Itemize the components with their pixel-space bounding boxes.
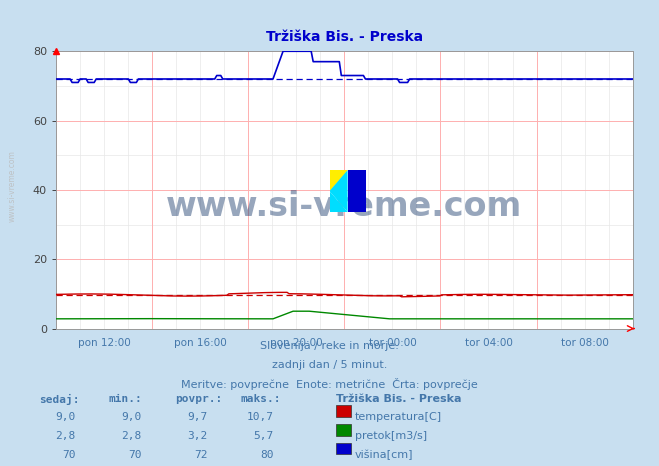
Text: 9,0: 9,0: [121, 412, 142, 422]
Text: 5,7: 5,7: [253, 431, 273, 441]
Text: www.si-vreme.com: www.si-vreme.com: [166, 190, 523, 223]
Text: 2,8: 2,8: [121, 431, 142, 441]
Text: Meritve: povprečne  Enote: metrične  Črta: povprečje: Meritve: povprečne Enote: metrične Črta:…: [181, 378, 478, 391]
Polygon shape: [330, 191, 348, 212]
Text: 80: 80: [260, 450, 273, 459]
Text: www.si-vreme.com: www.si-vreme.com: [8, 151, 17, 222]
Text: pon 12:00: pon 12:00: [78, 338, 130, 348]
Text: povpr.:: povpr.:: [175, 394, 222, 404]
Polygon shape: [348, 170, 366, 212]
Text: tor 00:00: tor 00:00: [368, 338, 416, 348]
Text: tor 08:00: tor 08:00: [561, 338, 608, 348]
Text: maks.:: maks.:: [241, 394, 281, 404]
Text: min.:: min.:: [109, 394, 142, 404]
Text: temperatura[C]: temperatura[C]: [355, 412, 442, 422]
Text: Tržiška Bis. - Preska: Tržiška Bis. - Preska: [266, 30, 423, 44]
Text: Slovenija / reke in morje.: Slovenija / reke in morje.: [260, 341, 399, 351]
Polygon shape: [330, 170, 348, 212]
Text: Tržiška Bis. - Preska: Tržiška Bis. - Preska: [336, 394, 461, 404]
Text: 9,0: 9,0: [55, 412, 76, 422]
Text: 72: 72: [194, 450, 208, 459]
Text: sedaj:: sedaj:: [40, 394, 80, 405]
Text: 70: 70: [63, 450, 76, 459]
Text: 9,7: 9,7: [187, 412, 208, 422]
Text: zadnji dan / 5 minut.: zadnji dan / 5 minut.: [272, 360, 387, 370]
Text: pretok[m3/s]: pretok[m3/s]: [355, 431, 426, 441]
Text: 70: 70: [129, 450, 142, 459]
Text: 3,2: 3,2: [187, 431, 208, 441]
Text: 10,7: 10,7: [246, 412, 273, 422]
Polygon shape: [330, 170, 348, 191]
Text: višina[cm]: višina[cm]: [355, 450, 413, 460]
Text: tor 04:00: tor 04:00: [465, 338, 513, 348]
Text: pon 16:00: pon 16:00: [174, 338, 227, 348]
Text: pon 20:00: pon 20:00: [270, 338, 323, 348]
Text: 2,8: 2,8: [55, 431, 76, 441]
